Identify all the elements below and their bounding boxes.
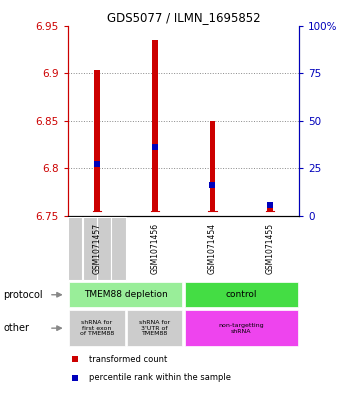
Text: percentile rank within the sample: percentile rank within the sample <box>89 373 231 382</box>
Bar <box>94 70 100 211</box>
Bar <box>185 282 298 307</box>
Text: shRNA for
3'UTR of
TMEM88: shRNA for 3'UTR of TMEM88 <box>139 320 170 336</box>
Text: control: control <box>226 290 257 299</box>
Text: shRNA for
first exon
of TMEM88: shRNA for first exon of TMEM88 <box>80 320 114 336</box>
Text: TMEM88 depletion: TMEM88 depletion <box>84 290 168 299</box>
Text: GSM1071457: GSM1071457 <box>92 223 101 274</box>
Text: GSM1071456: GSM1071456 <box>150 223 159 274</box>
Bar <box>268 208 273 211</box>
Text: GSM1071455: GSM1071455 <box>266 223 275 274</box>
Bar <box>185 310 298 346</box>
Title: GDS5077 / ILMN_1695852: GDS5077 / ILMN_1695852 <box>107 11 260 24</box>
Bar <box>69 282 183 307</box>
Text: GSM1071454: GSM1071454 <box>208 223 217 274</box>
Text: non-targetting
shRNA: non-targetting shRNA <box>219 323 264 334</box>
Bar <box>83 217 97 280</box>
Bar <box>112 217 126 280</box>
Text: other: other <box>3 323 29 333</box>
Bar <box>68 217 82 280</box>
Bar <box>127 310 183 346</box>
Bar <box>209 121 216 211</box>
Bar <box>69 310 125 346</box>
Bar <box>97 217 111 280</box>
Text: transformed count: transformed count <box>89 355 167 364</box>
Bar <box>152 40 158 211</box>
Text: protocol: protocol <box>3 290 43 300</box>
